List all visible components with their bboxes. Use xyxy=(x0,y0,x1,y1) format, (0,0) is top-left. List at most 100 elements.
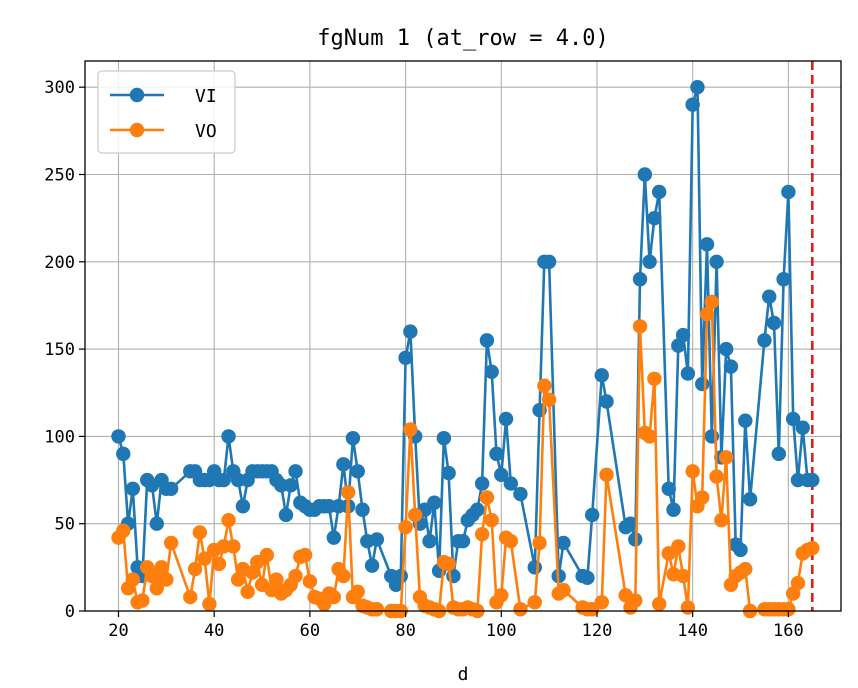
data-point xyxy=(733,542,748,558)
data-point xyxy=(599,394,614,409)
data-point xyxy=(594,368,609,383)
data-point xyxy=(647,371,662,386)
x-tick-label: 100 xyxy=(486,621,517,641)
y-tick-label: 50 xyxy=(55,515,75,535)
data-point xyxy=(144,568,160,584)
data-point xyxy=(350,584,365,599)
data-point xyxy=(699,306,715,322)
data-point xyxy=(297,547,313,563)
data-point xyxy=(556,535,571,551)
data-point xyxy=(742,492,758,507)
data-point xyxy=(154,560,169,575)
data-point xyxy=(221,429,236,444)
data-point xyxy=(116,523,131,538)
data-point xyxy=(642,429,657,444)
data-point xyxy=(336,457,351,472)
y-tick-label: 200 xyxy=(44,253,75,273)
data-point xyxy=(111,429,126,444)
data-point xyxy=(269,572,284,587)
data-point xyxy=(350,464,365,479)
series-layer xyxy=(111,79,820,619)
data-point xyxy=(202,596,217,612)
data-point xyxy=(805,540,820,556)
x-axis-label: d xyxy=(458,664,469,685)
data-point xyxy=(675,568,691,584)
data-point xyxy=(484,364,499,379)
data-point xyxy=(776,272,791,287)
data-point xyxy=(441,556,456,572)
x-tick-label: 20 xyxy=(108,621,128,641)
data-point xyxy=(393,568,408,584)
data-point xyxy=(762,289,777,304)
data-point xyxy=(288,464,303,479)
series-line xyxy=(117,85,813,587)
data-point xyxy=(513,602,528,617)
data-point xyxy=(714,513,729,528)
data-point xyxy=(494,467,509,483)
data-point xyxy=(795,420,810,435)
data-point xyxy=(422,533,437,549)
data-point xyxy=(723,359,739,374)
data-point xyxy=(580,570,595,586)
x-tick-label: 120 xyxy=(582,621,613,641)
data-point xyxy=(503,533,519,549)
data-point xyxy=(556,582,571,598)
data-point xyxy=(738,561,753,577)
data-point xyxy=(474,526,490,542)
data-point xyxy=(326,530,342,545)
data-point xyxy=(240,584,255,599)
data-point xyxy=(527,560,542,575)
x-tick-label: 40 xyxy=(204,621,224,641)
data-point xyxy=(666,502,681,517)
data-point xyxy=(149,516,164,531)
data-point xyxy=(685,464,700,479)
data-point xyxy=(326,589,342,605)
data-point xyxy=(503,476,519,491)
y-tick-label: 300 xyxy=(44,78,75,98)
x-tick-label: 80 xyxy=(395,621,415,641)
data-point xyxy=(632,319,648,334)
data-point xyxy=(183,589,198,605)
data-point xyxy=(398,350,413,366)
data-point xyxy=(651,596,667,612)
x-tick-label: 140 xyxy=(677,621,708,641)
data-point xyxy=(661,481,676,496)
data-point xyxy=(494,588,509,603)
data-point xyxy=(704,294,720,310)
data-point xyxy=(513,486,528,502)
data-point xyxy=(671,539,686,554)
data-point xyxy=(226,539,241,554)
data-point xyxy=(345,430,361,446)
data-point xyxy=(594,595,609,610)
data-point xyxy=(584,507,600,523)
y-tick-label: 0 xyxy=(65,602,75,622)
data-point xyxy=(695,490,710,505)
data-point xyxy=(427,495,442,510)
data-point xyxy=(192,525,208,540)
data-point xyxy=(116,446,131,462)
data-point xyxy=(718,341,734,357)
data-point xyxy=(541,392,557,407)
y-tick-label: 250 xyxy=(44,165,75,185)
data-point xyxy=(369,602,385,617)
data-point xyxy=(369,532,385,547)
data-point xyxy=(695,376,710,392)
data-point xyxy=(259,547,275,563)
y-axis-ticks: 0 50 100 150 200 250 300 xyxy=(44,78,85,622)
data-point xyxy=(699,237,715,252)
data-point xyxy=(187,561,203,577)
data-point xyxy=(766,315,782,331)
data-point xyxy=(647,210,662,226)
data-point xyxy=(441,465,456,481)
data-point xyxy=(479,333,495,348)
data-point xyxy=(403,324,418,339)
data-point xyxy=(163,481,179,496)
data-point xyxy=(403,422,418,437)
data-point xyxy=(149,581,164,596)
data-point xyxy=(398,519,413,535)
data-point xyxy=(159,572,174,587)
data-point xyxy=(680,366,696,381)
data-point xyxy=(235,499,251,514)
data-point xyxy=(599,467,614,483)
